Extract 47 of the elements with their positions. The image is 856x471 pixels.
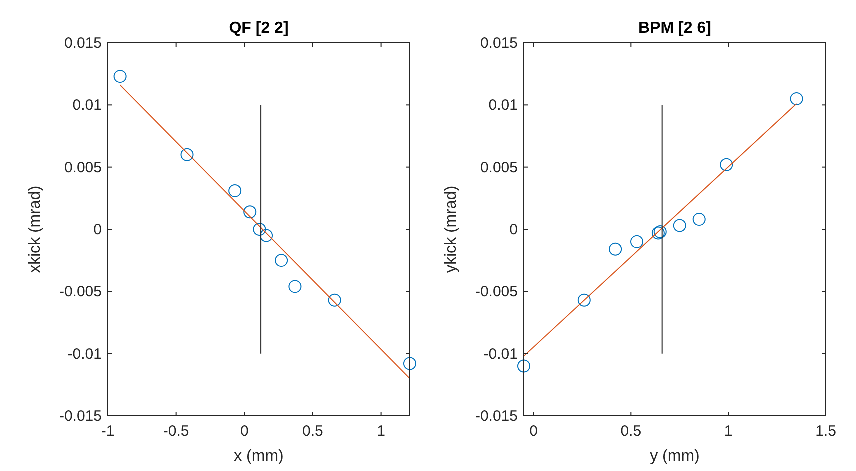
y-tick-label: 0 — [94, 222, 102, 238]
point — [692, 213, 706, 226]
y-tick-label: 0.005 — [480, 159, 518, 176]
point — [790, 92, 804, 106]
x-tick-label: 0.5 — [620, 423, 642, 440]
point — [288, 280, 302, 294]
point — [275, 254, 288, 268]
point — [518, 360, 530, 373]
x-tick-label: -1 — [101, 423, 115, 440]
x-tick-label: 0.5 — [302, 423, 324, 440]
point — [404, 357, 416, 370]
y-tick-label: -0.015 — [475, 408, 518, 425]
point — [244, 206, 257, 219]
y-tick-label: -0.005 — [59, 284, 102, 301]
x-axis-title: y (mm) — [650, 448, 700, 465]
x-tick-label: -0.5 — [163, 423, 190, 440]
y-tick-label: -0.015 — [59, 408, 102, 425]
point — [328, 294, 342, 307]
y-tick-label: 0.015 — [480, 35, 518, 52]
y-tick-label: -0.01 — [68, 346, 102, 363]
x-axis-title: x (mm) — [234, 448, 284, 465]
y-axis-title: ykick (mrad) — [443, 186, 460, 274]
point — [578, 294, 591, 307]
x-tick-label: 1 — [724, 423, 733, 440]
y-axis-title: xkick (mrad) — [27, 186, 44, 274]
point — [673, 219, 686, 232]
x-tick-label: 0 — [240, 423, 249, 440]
y-tick-label: 0 — [510, 222, 518, 238]
x-tick-label: 1.5 — [816, 423, 836, 440]
x-tick-label: 0 — [530, 423, 538, 440]
point — [180, 148, 194, 162]
x-tick-label: 1 — [377, 423, 386, 440]
chart-title: QF [2 2] — [229, 20, 289, 37]
y-tick-label: 0.005 — [64, 159, 102, 176]
point — [253, 223, 266, 236]
y-tick-label: 0.01 — [488, 97, 518, 114]
point — [260, 229, 274, 242]
y-tick-label: -0.005 — [475, 284, 518, 301]
point — [630, 235, 644, 248]
y-tick-label: 0.015 — [64, 35, 102, 52]
point — [228, 184, 242, 198]
y-tick-label: 0.01 — [72, 97, 102, 114]
chart-title: BPM [2 6] — [638, 20, 712, 37]
point — [114, 70, 127, 84]
point — [609, 242, 622, 256]
point — [720, 158, 734, 172]
y-tick-label: -0.01 — [484, 346, 518, 363]
